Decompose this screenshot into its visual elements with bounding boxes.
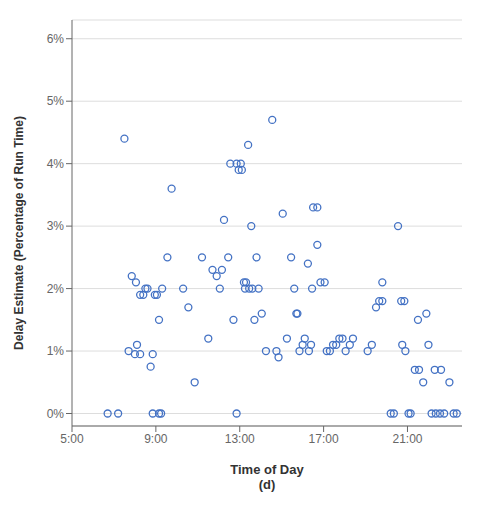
html-text:Time of Day (d): Time of Day (d) <box>230 462 304 492</box>
svg-text:1%: 1% <box>47 344 65 358</box>
svg-text:9:00: 9:00 <box>144 432 168 446</box>
svg-text:5%: 5% <box>47 94 65 108</box>
svg-text:4%: 4% <box>47 157 65 171</box>
svg-text:3%: 3% <box>47 219 65 233</box>
svg-text:6%: 6% <box>47 32 65 46</box>
svg-text:21:00: 21:00 <box>392 432 422 446</box>
svg-text:13:00: 13:00 <box>225 432 255 446</box>
svg-text:5:00: 5:00 <box>60 432 84 446</box>
svg-text:0%: 0% <box>47 407 65 421</box>
html-text:Delay Estimate (Percentage of: Delay Estimate (Percentage of Run Time) <box>12 116 26 350</box>
svg-text:2%: 2% <box>47 282 65 296</box>
svg-text:17:00: 17:00 <box>309 432 339 446</box>
